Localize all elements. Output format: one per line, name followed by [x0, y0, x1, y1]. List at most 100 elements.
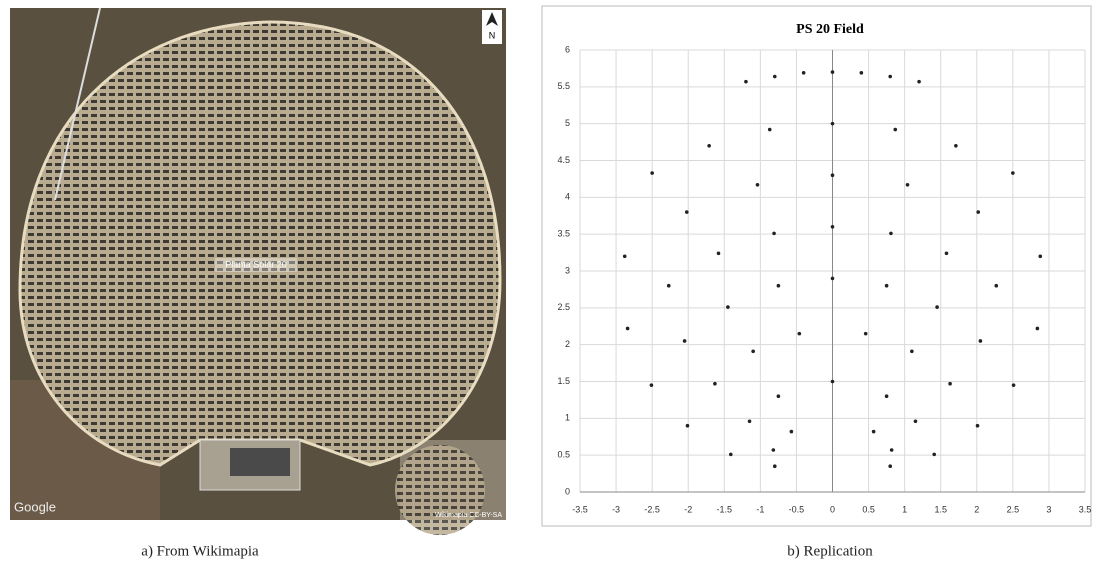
y-tick-label: 1.5 — [557, 376, 570, 386]
point — [716, 251, 721, 256]
x-tick-label: 1.5 — [934, 504, 947, 514]
point — [893, 127, 898, 132]
point — [910, 349, 914, 354]
point — [622, 254, 627, 259]
point — [797, 331, 802, 336]
x-tick-label: -1 — [756, 504, 764, 514]
point — [707, 143, 711, 148]
point — [789, 429, 794, 434]
point — [978, 339, 983, 343]
x-tick-label: 3.5 — [1079, 504, 1092, 514]
x-tick-label: -0.5 — [789, 504, 805, 514]
caption: a) From Wikimapia — [141, 543, 259, 559]
point — [830, 225, 835, 229]
point — [771, 448, 776, 452]
point — [1035, 326, 1040, 331]
point — [884, 394, 889, 399]
point — [935, 305, 939, 309]
point — [751, 349, 755, 354]
x-tick-label: 2 — [974, 504, 979, 514]
x-tick-label: 2.5 — [1007, 504, 1020, 514]
point — [863, 331, 868, 336]
point — [948, 381, 952, 386]
point — [747, 419, 752, 424]
point — [801, 71, 806, 75]
point — [649, 383, 654, 387]
point — [830, 379, 835, 384]
point — [994, 283, 999, 288]
point — [682, 339, 687, 343]
x-tick-label: 3 — [1046, 504, 1051, 514]
point — [975, 423, 980, 428]
y-tick-label: 6 — [565, 44, 570, 54]
x-tick-label: 0 — [830, 504, 835, 514]
point — [888, 74, 893, 79]
y-tick-label: 3.5 — [557, 229, 570, 239]
plot: 0 0.5 1 1.5 2 2.5 3 3.5 4 4.5 5 5.5 6 -3.5 -3 -2.5 -2 -1.… — [557, 44, 1091, 514]
point — [905, 183, 910, 187]
logo: Google — [14, 499, 56, 514]
point — [1038, 254, 1043, 259]
satellite-image: N Planta Solar 20 Google Wikimapia CC-BY… — [10, 7, 506, 535]
chart-frame — [541, 5, 1092, 527]
point — [744, 79, 748, 84]
x-tick-label: -3.5 — [572, 504, 588, 514]
y-tick-label: 4.5 — [557, 155, 570, 165]
compass: N — [489, 30, 496, 40]
point — [917, 79, 921, 84]
point — [889, 231, 893, 236]
point — [932, 452, 937, 457]
y-tick-label: 4 — [565, 192, 570, 202]
x-tick-label: -3 — [612, 504, 620, 514]
point — [830, 173, 835, 178]
point — [1011, 171, 1015, 175]
point — [871, 429, 876, 434]
point — [776, 394, 781, 399]
point — [830, 276, 835, 281]
point — [772, 464, 777, 469]
point — [944, 251, 949, 256]
point — [772, 74, 777, 79]
point — [755, 183, 760, 187]
y-tick-label: 2.5 — [557, 302, 570, 312]
y-tick-label: 0 — [565, 486, 570, 496]
y-tick-label: 0.5 — [557, 450, 570, 460]
point — [776, 283, 781, 288]
x-tick-label: -1.5 — [717, 504, 733, 514]
point — [913, 419, 918, 424]
x-tick-label: 0.5 — [862, 504, 875, 514]
x-tick-label: -2 — [684, 504, 692, 514]
point — [728, 452, 733, 457]
y-tick-label: 2 — [565, 339, 570, 349]
x-tick-label: -2.5 — [644, 504, 660, 514]
point — [666, 283, 671, 288]
point — [976, 210, 981, 214]
point — [625, 326, 630, 331]
point — [830, 121, 835, 126]
point — [859, 71, 864, 75]
y-tick-label: 3 — [565, 265, 570, 275]
point — [884, 283, 889, 288]
point — [726, 305, 730, 309]
chart-title: PS 20 Field — [796, 22, 864, 37]
y-tick-label: 5 — [565, 118, 570, 128]
point — [713, 381, 717, 386]
y-tick-label: 1 — [565, 413, 570, 423]
point — [767, 127, 772, 132]
point — [830, 70, 835, 74]
point — [684, 210, 689, 214]
credit: Wikimapia CC-BY-SA — [435, 512, 502, 519]
point — [685, 423, 690, 428]
point — [954, 143, 958, 148]
point — [889, 448, 894, 452]
caption: b) Replication — [787, 543, 873, 559]
y-tick-label: 5.5 — [557, 81, 570, 91]
place-label: Planta Solar 20 — [225, 259, 287, 269]
point — [772, 231, 776, 236]
point — [650, 171, 654, 175]
point — [888, 464, 893, 469]
x-tick-label: 1 — [902, 504, 907, 514]
point — [1011, 383, 1016, 387]
